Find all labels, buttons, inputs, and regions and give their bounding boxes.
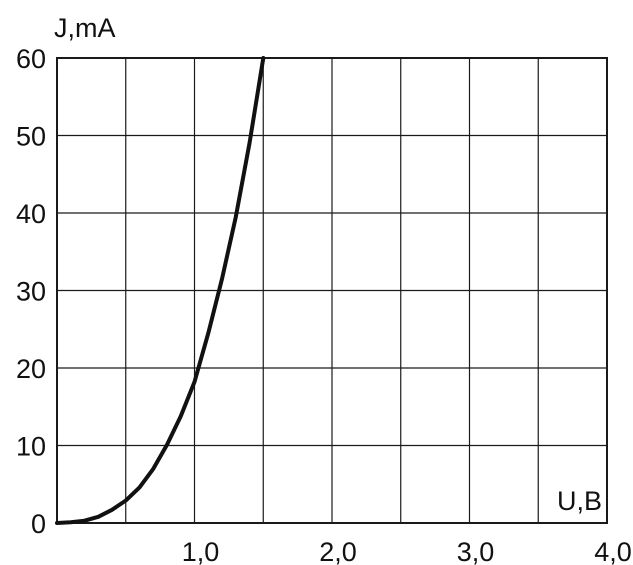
x-tick-label: 1,0	[182, 537, 220, 565]
y-tick-label: 60	[16, 44, 46, 74]
y-tick-labels: 0 10 20 30 40 50 60	[16, 44, 46, 539]
x-tick-label: 3,0	[457, 537, 495, 565]
y-tick-label: 10	[16, 432, 46, 462]
y-tick-label: 40	[16, 199, 46, 229]
plot-frame	[56, 57, 608, 524]
x-tick-label: 4,0	[594, 537, 632, 565]
y-axis-label: J,mA	[54, 13, 116, 43]
x-tick-labels: 1,0 2,0 3,0 4,0	[182, 537, 632, 565]
x-axis-label: U,B	[557, 486, 602, 516]
series-line	[55, 56, 266, 525]
series-layer	[55, 56, 266, 525]
grid	[57, 58, 607, 523]
y-tick-label: 0	[31, 509, 46, 539]
y-tick-label: 50	[16, 122, 46, 152]
y-tick-label: 20	[16, 354, 46, 384]
y-tick-label: 30	[16, 277, 46, 307]
x-tick-label: 2,0	[319, 537, 357, 565]
